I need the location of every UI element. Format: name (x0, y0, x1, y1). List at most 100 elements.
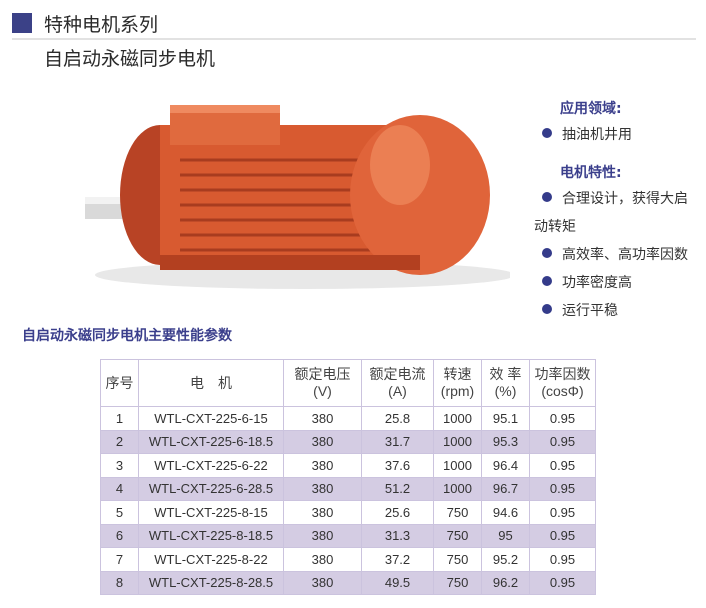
table-cell: WTL-CXT-225-8-28.5 (138, 570, 284, 595)
table-row: 4 WTL-CXT-225-6-28.5 380 51.2 1000 96.7 0.95 (100, 476, 596, 501)
column-header-text: 转速 (443, 366, 472, 382)
table-cell: WTL-CXT-225-6-28.5 (138, 476, 284, 501)
features-heading: 电机特性: (560, 165, 622, 181)
table-cell: 380 (283, 523, 362, 548)
column-header-text: (A) (388, 383, 407, 399)
table-cell: 6 (100, 523, 139, 548)
feature-continuation: 动转矩 (534, 219, 576, 235)
column-header-text: 电 机 (190, 374, 232, 391)
table-cell: 0.95 (529, 523, 596, 548)
feature-item: 合理设计，获得大启 (532, 188, 702, 216)
table-cell: 1000 (433, 429, 482, 454)
motor-image (85, 105, 510, 289)
table-cell: 95.3 (481, 429, 530, 454)
header-divider (12, 38, 696, 40)
table-cell: 4 (100, 476, 139, 501)
page-title: 特种电机系列 (44, 14, 159, 36)
table-cell: 0.95 (529, 429, 596, 454)
table-cell: 750 (433, 570, 482, 595)
table-cell: WTL-CXT-225-8-15 (138, 500, 284, 525)
table-cell: 2 (100, 429, 139, 454)
table-row: 6 WTL-CXT-225-8-18.5 380 31.3 750 95 0.95 (100, 523, 596, 548)
bullet-icon (542, 192, 552, 202)
feature-item: 功率密度高 (532, 272, 702, 300)
table-row: 2 WTL-CXT-225-6-18.5 380 31.7 1000 95.3 0.95 (100, 429, 596, 454)
page-subtitle: 自启动永磁同步电机 (44, 48, 216, 70)
feature-item: 运行平稳 (532, 300, 702, 328)
table-cell: 0.95 (529, 500, 596, 525)
column-header-text: 效 率 (489, 366, 522, 382)
table-cell: 380 (283, 547, 362, 572)
table-cell: 7 (100, 547, 139, 572)
table-cell: WTL-CXT-225-6-18.5 (138, 429, 284, 454)
table-cell: WTL-CXT-225-6-15 (138, 406, 284, 431)
column-header-text: 功率因数 (534, 366, 591, 382)
table-cell: 31.7 (361, 429, 434, 454)
bullet-icon (542, 128, 552, 138)
table-cell: 0.95 (529, 547, 596, 572)
table-title: 自启动永磁同步电机主要性能参数 (22, 328, 232, 344)
table-cell: WTL-CXT-225-8-18.5 (138, 523, 284, 548)
column-header-text: (cosΦ) (541, 383, 584, 399)
column-header: 转速 (rpm) (433, 359, 482, 407)
column-header-text: (%) (494, 383, 517, 399)
table-cell: 8 (100, 570, 139, 595)
table-cell: 31.3 (361, 523, 434, 548)
table-cell: 37.6 (361, 453, 434, 478)
table-cell: 0.95 (529, 406, 596, 431)
table-cell: 95.1 (481, 406, 530, 431)
table-cell: 95.2 (481, 547, 530, 572)
table-cell: 25.8 (361, 406, 434, 431)
bullet-icon (542, 248, 552, 258)
column-header: 效 率 (%) (481, 359, 530, 407)
table-cell: WTL-CXT-225-6-22 (138, 453, 284, 478)
column-header-text: (V) (313, 383, 332, 399)
table-cell: 25.6 (361, 500, 434, 525)
table-cell: WTL-CXT-225-8-22 (138, 547, 284, 572)
table-cell: 3 (100, 453, 139, 478)
table-row: 1 WTL-CXT-225-6-15 380 25.8 1000 95.1 0.95 (100, 406, 596, 431)
table-row: 8 WTL-CXT-225-8-28.5 380 49.5 750 96.2 0.95 (100, 570, 596, 595)
column-header: 功率因数 (cosΦ) (529, 359, 596, 407)
table-row: 7 WTL-CXT-225-8-22 380 37.2 750 95.2 0.95 (100, 547, 596, 572)
table-cell: 94.6 (481, 500, 530, 525)
table-cell: 49.5 (361, 570, 434, 595)
table-cell: 1000 (433, 476, 482, 501)
table-cell: 96.2 (481, 570, 530, 595)
column-header: 电 机 (138, 359, 284, 407)
table-cell: 95 (481, 523, 530, 548)
column-header-text: 额定电流 (369, 366, 426, 382)
header-square-icon (12, 13, 32, 33)
table-cell: 0.95 (529, 476, 596, 501)
column-header-text: (rpm) (440, 383, 475, 399)
column-header: 额定电流 (A) (361, 359, 434, 407)
spec-table: 序号电 机额定电压 (V) 额定电流 (A) 转速 (rpm) 效 率 (%) 功率因数 (cos… (100, 359, 596, 595)
table-cell: 96.7 (481, 476, 530, 501)
column-header-text: 序号 (105, 374, 134, 391)
table-cell: 0.95 (529, 453, 596, 478)
table-cell: 750 (433, 523, 482, 548)
bullet-icon (542, 304, 552, 314)
table-cell: 5 (100, 500, 139, 525)
table-cell: 750 (433, 547, 482, 572)
bullet-icon (542, 276, 552, 286)
column-header-text: 额定电压 (294, 366, 351, 382)
table-cell: 750 (433, 500, 482, 525)
table-cell: 1000 (433, 453, 482, 478)
table-cell: 380 (283, 570, 362, 595)
table-cell: 380 (283, 476, 362, 501)
table-row: 3 WTL-CXT-225-6-22 380 37.6 1000 96.4 0.95 (100, 453, 596, 478)
column-header: 额定电压 (V) (283, 359, 362, 407)
side-info: 应用领域: 抽油机井用 电机特性: 合理设计，获得大启 动转矩 高效率、高功率因… (532, 98, 702, 328)
table-cell: 1 (100, 406, 139, 431)
feature-item: 高效率、高功率因数 (532, 244, 702, 272)
table-cell: 51.2 (361, 476, 434, 501)
table-cell: 380 (283, 500, 362, 525)
table-cell: 0.95 (529, 570, 596, 595)
table-cell: 1000 (433, 406, 482, 431)
table-cell: 380 (283, 429, 362, 454)
table-header-row: 序号电 机额定电压 (V) 额定电流 (A) 转速 (rpm) 效 率 (%) 功率因数 (cos… (100, 359, 596, 407)
application-item: 抽油机井用 (532, 124, 702, 152)
column-header: 序号 (100, 359, 139, 407)
table-cell: 380 (283, 406, 362, 431)
